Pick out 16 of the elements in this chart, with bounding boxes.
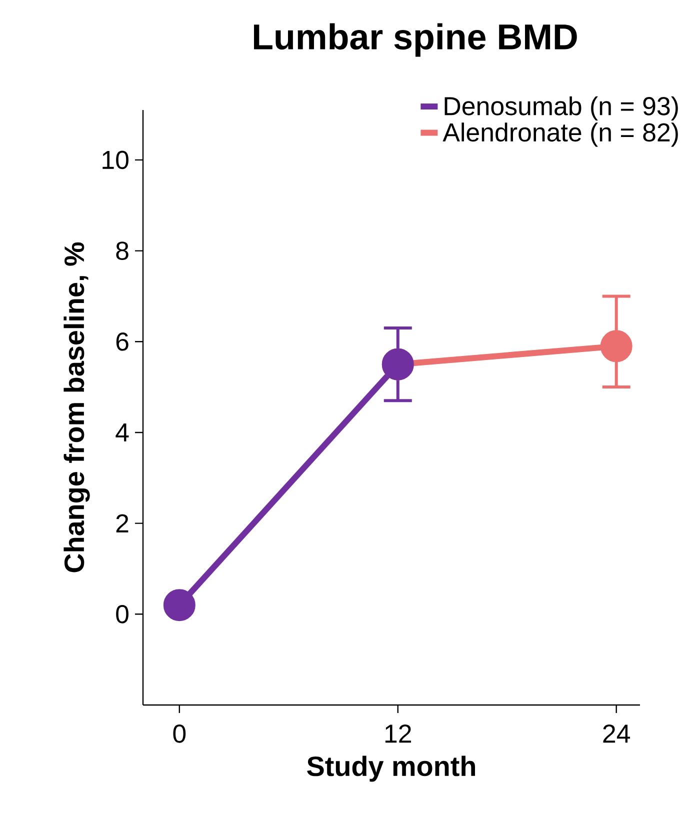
y-tick-label: 0 [116,604,128,624]
y-tick-label: 2 [116,514,128,532]
x-axis-title: Study month [307,756,475,782]
point [163,589,196,622]
chart-title: Lumbar spine BMD [254,23,577,57]
y-tick-label: 6 [116,332,128,351]
point [600,330,632,362]
legend-label: Alendronate (n = 82) [442,122,678,147]
x-tick-label: 24 [603,724,630,743]
x-tick-label: 0 [173,724,186,743]
y-tick-label: 10 [102,150,128,170]
legend-label: Denosumab (n = 93) [444,96,678,120]
y-tick-label: 4 [116,424,129,442]
y-axis-title: Change from baseline, % [64,242,90,572]
y-tick-label: 8 [116,242,128,260]
x-tick-label: 12 [385,724,411,743]
